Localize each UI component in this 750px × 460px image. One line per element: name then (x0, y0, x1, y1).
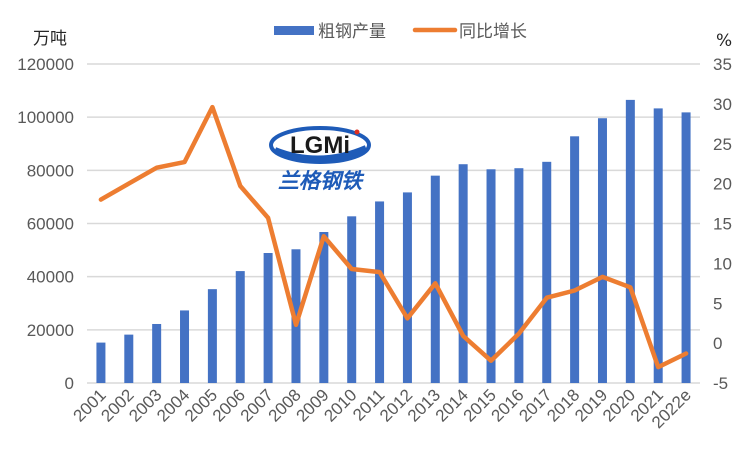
logo-chinese-text: 兰格钢铁 (278, 168, 365, 193)
bar-2016 (514, 168, 524, 383)
watermark-logo: LGMi 兰格钢铁 (269, 126, 371, 193)
right-axis-tick-label: -5 (713, 374, 728, 393)
legend: 粗钢产量 同比增长 (274, 22, 527, 42)
growth-line (98, 104, 689, 370)
right-axis-tick-label: 35 (713, 55, 732, 74)
right-axis-tick-label: 0 (713, 334, 722, 353)
logo-swoosh-icon (273, 145, 368, 162)
right-axis-tick-label: 15 (713, 215, 732, 234)
bar-2017 (542, 161, 552, 383)
bar-2012 (402, 192, 412, 383)
bar-2002 (124, 334, 134, 383)
bar-2004 (180, 310, 190, 383)
bar-2021 (653, 108, 663, 383)
bar-2014 (458, 164, 468, 383)
right-axis-unit: % (716, 31, 732, 51)
x-axis-labels: 2001200220032004200520062007200820092010… (70, 385, 695, 432)
bar-2001 (96, 342, 106, 383)
right-axis-tick-label: 30 (713, 95, 732, 114)
bar-2013 (430, 175, 440, 383)
bar-2011 (375, 201, 385, 383)
right-axis-tick-label: 10 (713, 254, 732, 273)
bar-2005 (207, 289, 217, 383)
legend-bar-swatch-icon (274, 26, 314, 35)
left-axis-tick-label: 20000 (27, 321, 74, 340)
production-bars (96, 99, 691, 384)
legend-label-production: 粗钢产量 (318, 22, 386, 42)
legend-label-growth: 同比增长 (459, 22, 527, 42)
left-axis-tick-label: 120000 (17, 55, 74, 74)
left-axis-unit: 万吨 (33, 29, 67, 49)
left-axis-ticks: 0 20000 40000 60000 80000 100000 120000 (17, 55, 74, 393)
right-axis-tick-label: 25 (713, 135, 732, 154)
gridlines (87, 63, 700, 384)
bar-2019 (597, 118, 607, 383)
bar-2007 (263, 253, 273, 383)
left-axis-tick-label: 0 (65, 374, 74, 393)
logo-text: LGMi (290, 132, 350, 159)
bar-2003 (152, 323, 162, 383)
logo-dot-icon (354, 129, 360, 135)
bar-2009 (319, 232, 329, 383)
bar-2010 (347, 216, 357, 383)
left-axis-tick-label: 60000 (27, 215, 74, 234)
bar-2018 (570, 136, 580, 383)
left-axis-tick-label: 100000 (17, 108, 74, 127)
right-axis-tick-label: 20 (713, 175, 732, 194)
bar-2015 (486, 169, 496, 383)
right-axis-ticks: -5 0 5 10 15 20 25 30 35 (713, 55, 732, 393)
bar-2022e (681, 112, 691, 384)
bar-2020 (625, 99, 635, 383)
right-axis-tick-label: 5 (713, 294, 722, 313)
bar-2006 (235, 271, 245, 383)
left-axis-tick-label: 40000 (27, 268, 74, 287)
left-axis-tick-label: 80000 (27, 161, 74, 180)
